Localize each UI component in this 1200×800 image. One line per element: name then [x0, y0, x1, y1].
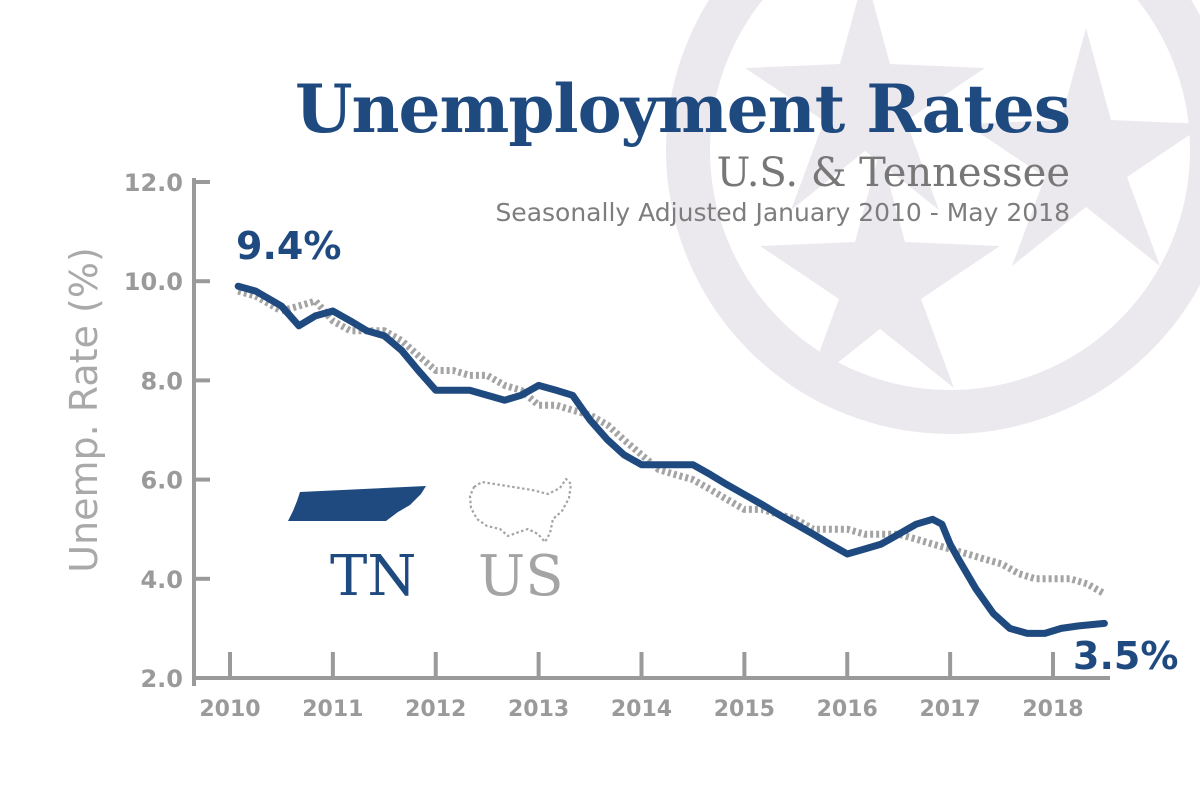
chart-note: Seasonally Adjusted January 2010 - May 2…: [495, 198, 1070, 227]
series-layer: [234, 282, 1108, 637]
axes: [192, 178, 1110, 686]
watermark-star-icon: [760, 150, 1000, 388]
x-tick-label: 2014: [611, 697, 672, 722]
legend-us-label: US: [478, 544, 564, 609]
x-tick-label: 2011: [302, 697, 363, 722]
x-tick-label: 2017: [920, 697, 981, 722]
series-line-tn: [234, 282, 1108, 637]
start-value-label: 9.4%: [236, 224, 342, 268]
tri-star-watermark-icon: [666, 0, 1200, 434]
legend-tn-label: TN: [330, 544, 417, 609]
chart-title: Unemployment Rates: [295, 70, 1071, 148]
x-ticks: 2010 2011 2012 2013 2014 2015 2016 2017 2018: [199, 652, 1084, 722]
watermark-star-icon: [966, 28, 1200, 266]
y-tick-label: 6.0: [140, 467, 183, 495]
y-tick-label: 12.0: [124, 169, 183, 197]
y-tick-label: 2.0: [140, 665, 183, 693]
x-tick-label: 2018: [1022, 697, 1083, 722]
x-tick-label: 2012: [405, 697, 466, 722]
x-tick-label: 2013: [508, 697, 569, 722]
y-tick-label: 4.0: [140, 566, 183, 594]
end-value-label: 3.5%: [1073, 634, 1179, 678]
y-tick-label: 10.0: [124, 268, 183, 296]
y-tick-label: 8.0: [140, 367, 183, 395]
tennessee-shape-icon: [288, 486, 426, 521]
x-tick-label: 2015: [714, 697, 775, 722]
x-tick-label: 2010: [199, 697, 260, 722]
chart-subtitle: U.S. & Tennessee: [716, 150, 1070, 196]
y-axis-label: Unemp. Rate (%): [62, 247, 106, 573]
x-tick-label: 2016: [817, 697, 878, 722]
watermark-star-icon: [745, 0, 985, 210]
y-ticks: 2.0 4.0 6.0 8.0 10.0 12.0: [124, 169, 210, 693]
series-line-us: [237, 287, 1107, 597]
us-map-outline-icon: [468, 477, 573, 544]
